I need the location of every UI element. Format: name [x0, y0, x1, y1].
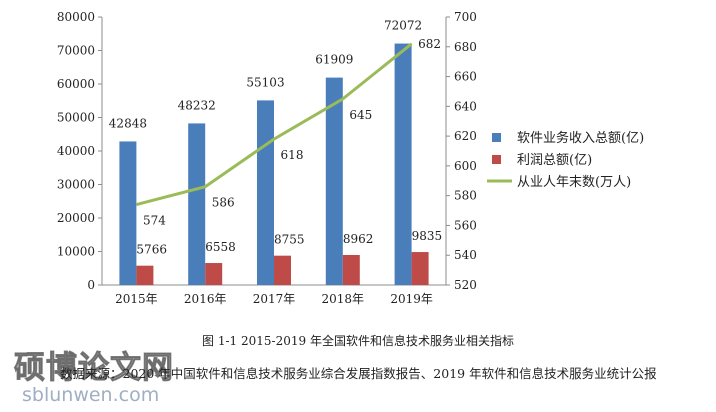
legend-label: 从业人年末数(万人) [517, 175, 631, 190]
revenue-bar [257, 100, 274, 285]
profit-data-label: 8962 [343, 232, 374, 246]
y-right-tick-label: 540 [454, 248, 477, 262]
site-watermark: 硕博论文网 sblunwen.com [14, 342, 204, 410]
y-left-tick-label: 0 [87, 278, 95, 292]
y-left-tick-label: 70000 [57, 44, 95, 58]
y-right-tick-label: 700 [454, 10, 477, 24]
y-right-tick-label: 680 [454, 40, 477, 54]
revenue-bar [394, 43, 412, 285]
combo-chart: 0 10000 20000 30000 40000 50000 60000 70000 8000… [57, 10, 644, 306]
profit-bar [274, 255, 291, 285]
y-left-tick-label: 20000 [57, 211, 95, 225]
legend-swatch [492, 133, 501, 142]
data-source-note: 数据来源：2020 年中国软件和信息技术服务业综合发展指数报告、2019 年软件… [60, 366, 657, 381]
employees-line [136, 42, 413, 207]
x-tick-label: 2018年 [322, 292, 365, 306]
profit-bar [136, 265, 154, 285]
x-tick-label: 2016年 [184, 292, 227, 306]
y-left-tick-label: 30000 [57, 178, 95, 192]
profit-bar [342, 254, 360, 285]
revenue-bar [188, 123, 206, 286]
employees-data-label: 645 [349, 108, 372, 122]
profit-data-label: 9835 [412, 229, 443, 243]
revenue-data-label: 48232 [178, 98, 216, 112]
employees-data-label: 574 [143, 214, 166, 228]
employees-data-label: 618 [281, 148, 304, 162]
y-left-tick-label: 40000 [57, 144, 95, 158]
profit-bar [205, 263, 223, 285]
y-right-tick-label: 520 [454, 278, 477, 292]
revenue-data-label: 72072 [384, 19, 422, 33]
profit-data-label: 5766 [136, 243, 167, 257]
profit-data-label: 6558 [205, 240, 236, 254]
y-right-tick-label: 640 [454, 99, 477, 113]
y-right-tick-label: 620 [454, 129, 477, 143]
y-left-tick-label: 10000 [57, 245, 95, 259]
y-left-tick-label: 50000 [57, 111, 95, 125]
watermark-title: 硕博论文网 [14, 350, 174, 387]
y-left-tick-label: 80000 [57, 10, 95, 24]
profit-data-label: 8755 [274, 233, 305, 247]
x-tick-label: 2015年 [115, 292, 158, 306]
employees-data-label: 586 [212, 196, 235, 210]
legend-swatch [492, 155, 501, 164]
y-right-tick-label: 600 [454, 159, 477, 173]
legend-label: 利润总额(亿) [517, 153, 592, 168]
employees-data-label: 682 [418, 37, 441, 51]
legend-label: 软件业务收入总额(亿) [517, 130, 644, 146]
figure-caption: 图 1-1 2015-2019 年全国软件和信息技术服务业相关指标 [202, 334, 514, 348]
y-right-tick-label: 580 [454, 189, 477, 203]
revenue-data-label: 55103 [246, 75, 284, 89]
watermark-url: sblunwen.com [22, 384, 160, 406]
revenue-bar [325, 77, 343, 285]
revenue-data-label: 61909 [315, 53, 353, 67]
x-tick-label: 2019年 [390, 292, 433, 306]
y-left-tick-label: 60000 [57, 77, 95, 91]
revenue-bar [119, 141, 137, 285]
revenue-data-label: 42848 [109, 116, 147, 130]
profit-bar [411, 252, 429, 285]
y-right-tick-label: 560 [454, 218, 477, 232]
x-tick-label: 2017年 [253, 292, 296, 306]
y-right-tick-label: 660 [454, 70, 477, 84]
